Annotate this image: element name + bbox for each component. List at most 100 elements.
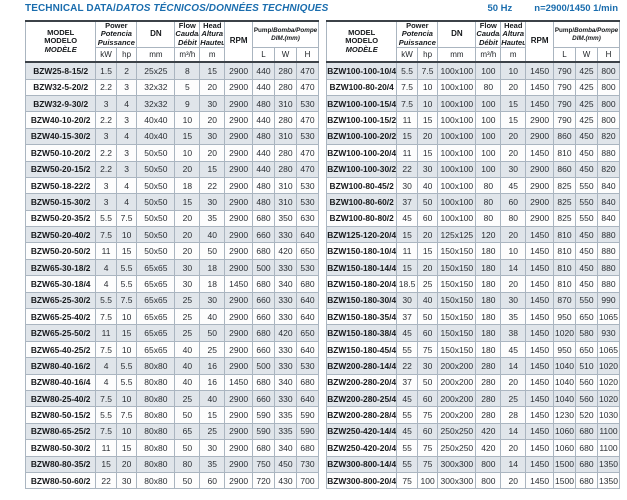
value-cell: 100x100 [437,61,477,80]
value-cell: 730 [295,455,320,473]
value-cell: 60 [199,471,226,490]
value-cell: 680 [574,439,598,457]
value-cell: 100x100 [437,78,477,96]
value-cell: 14 [500,422,527,441]
value-cell: 520 [574,406,598,424]
value-cell: 680 [574,422,598,441]
value-cell: 420 [475,439,502,457]
value-cell: 80 [475,193,502,211]
model-cell: BZW100-100-20/4 [325,144,398,162]
model-cell: BZW50-10-20/2 [24,144,97,162]
value-cell: 14 [500,455,527,473]
value-cell: 470 [295,160,320,178]
value-cell: 1040 [553,357,576,375]
value-cell: 10 [115,308,138,326]
value-cell: 25 [174,291,201,310]
value-cell: 330 [273,357,297,375]
value-cell: 7.5 [115,406,138,424]
value-cell: 530 [295,193,320,211]
value-cell: 1450 [525,455,555,473]
value-cell: 10 [115,340,138,359]
value-cell: 1450 [525,78,555,96]
value-cell: 1060 [553,422,576,441]
value-cell: 550 [574,193,598,211]
value-cell: 680 [574,455,598,473]
dn-label: DN [150,29,162,39]
value-cell: 20 [174,160,201,178]
value-cell: 425 [574,61,598,80]
head-label-fr: Hauteur [200,37,224,47]
value-cell: 4 [115,94,138,113]
value-cell: 50x50 [136,176,176,195]
value-cell: 440 [252,78,275,96]
value-cell: 35 [199,209,226,228]
unit-head: m [199,47,226,63]
col-header-dim: Pump/Bomba/Pompe DIM.(mm) [252,20,319,49]
value-cell: 440 [252,111,275,129]
value-cell: 580 [574,324,598,342]
value-cell: 2900 [525,193,555,211]
value-cell: 1450 [525,226,555,244]
value-cell: 16 [199,373,226,391]
value-cell: 75 [416,406,439,424]
value-cell: 20 [174,242,201,260]
value-cell: 800 [596,61,621,80]
table-row: BZW50-15-30/2 3 4 50x50 15 30 2900 480 310 530 [24,193,320,211]
value-cell: 990 [596,291,621,310]
value-cell: 45 [396,209,418,228]
model-cell: BZW150-180-45/4 [325,340,398,359]
table-row: BZW200-280-20/4 37 50 200x200 280 20 1450 1040 5… [325,373,621,391]
value-cell: 150x150 [437,258,477,277]
value-cell: 790 [553,61,576,80]
value-cell: 530 [295,127,320,146]
value-cell: 3 [115,144,138,162]
value-cell: 32x32 [136,94,176,113]
col-header-flow: Flow Caudal Débit [174,20,201,49]
value-cell: 5.5 [115,357,138,375]
value-cell: 420 [475,422,502,441]
table-row: BZW50-18-22/2 3 4 50x50 18 22 2900 480 310 530 [24,176,320,195]
table-row: BZW65-25-40/2 7.5 10 65x65 25 40 2900 660 330 640 [24,308,320,326]
value-cell: 75 [416,340,439,359]
value-cell: 950 [553,340,576,359]
value-cell: 20 [500,78,527,96]
value-cell: 5.5 [396,61,418,80]
table-row: BZW200-280-28/4 55 75 200x200 280 28 1450 1230 5… [325,406,621,424]
value-cell: 310 [273,127,297,146]
value-cell: 840 [596,209,621,228]
value-cell: 790 [553,94,576,113]
value-cell: 4 [95,373,117,391]
title-row: TECHNICAL DATA/DATOS TÉCNICOS/DONNÉES TE… [25,3,620,20]
value-cell: 680 [252,242,275,260]
value-cell: 25 [174,389,201,408]
model-cell: BZW125-120-20/4 [325,226,398,244]
value-cell: 180 [475,275,502,293]
value-cell: 4 [115,127,138,146]
value-cell: 510 [574,357,598,375]
value-cell: 1450 [525,471,555,490]
model-cell: BZW100-100-10/4 [325,61,398,80]
value-cell: 630 [295,209,320,228]
table-row: BZW40-10-20/2 2.2 3 40x40 10 20 2900 440 280 470 [24,111,320,129]
model-label-en: MODEL [47,28,75,37]
model-cell: BZW50-18-22/2 [24,176,97,195]
value-cell: 310 [273,94,297,113]
value-cell: 550 [574,291,598,310]
value-cell: 650 [295,324,320,342]
value-cell: 15 [416,242,439,260]
value-cell: 60 [416,422,439,441]
model-cell: BZW100-100-15/2 [325,111,398,129]
value-cell: 480 [252,127,275,146]
unit-dim-h: H [596,47,621,63]
value-cell: 2900 [224,226,254,244]
value-cell: 680 [252,209,275,228]
value-cell: 1450 [525,61,555,80]
value-cell: 60 [500,193,527,211]
power-label-en: Power [105,21,128,30]
value-cell: 450 [273,455,297,473]
value-cell: 15 [396,258,418,277]
value-cell: 530 [295,357,320,375]
table-row: BZW100-80-80/2 45 60 100x100 80 80 2900 825 550 8… [325,209,621,228]
value-cell: 640 [295,389,320,408]
value-cell: 1040 [553,389,576,408]
